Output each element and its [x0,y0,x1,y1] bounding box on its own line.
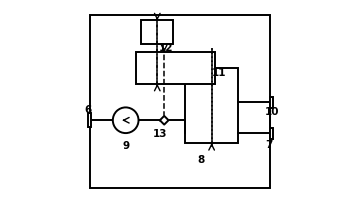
Text: 7: 7 [265,140,273,150]
Polygon shape [160,116,169,125]
Text: 8: 8 [197,155,205,165]
Text: 12: 12 [159,43,173,53]
Text: 10: 10 [265,107,279,117]
Bar [270,97,273,108]
Bar [90,15,270,188]
Bar [270,128,273,139]
Circle shape [113,107,139,133]
Text: 6: 6 [84,105,91,115]
Bar [185,68,238,143]
Text: 9: 9 [122,141,129,151]
Bar [135,52,215,84]
Bar [142,20,173,44]
Text: 13: 13 [153,129,168,139]
Text: 11: 11 [212,68,227,78]
Bar [88,113,91,127]
